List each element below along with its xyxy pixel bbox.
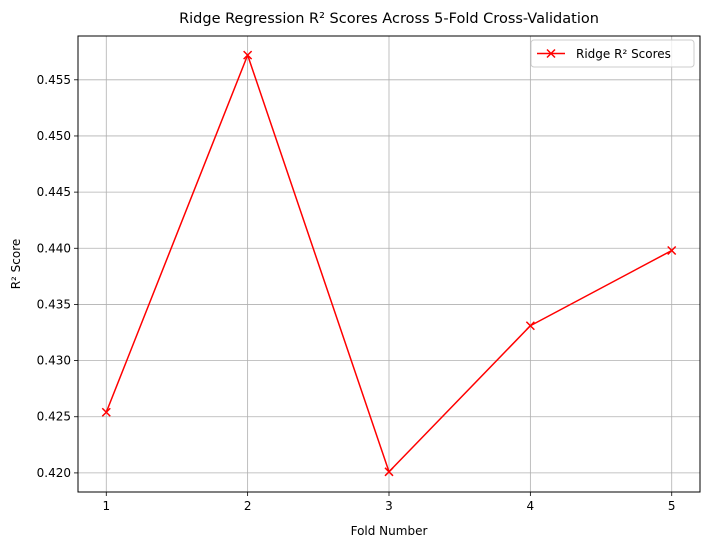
x-tick-label: 1	[102, 499, 110, 513]
x-tick-label: 4	[527, 499, 535, 513]
y-tick-label: 0.450	[37, 129, 71, 143]
y-tick-label: 0.425	[37, 410, 71, 424]
grid-layer	[78, 36, 700, 492]
y-tick-label: 0.440	[37, 241, 71, 255]
x-axis-label: Fold Number	[351, 524, 428, 538]
series-layer	[101, 50, 677, 477]
data-point-marker	[243, 50, 253, 60]
legend-box	[530, 39, 695, 68]
y-axis-ticks: 0.420 0.425 0.430 0.435 0.440 0.445 0.450 0.455	[37, 73, 78, 480]
y-tick-label: 0.455	[37, 73, 71, 87]
x-axis-ticks: 1 2 3 4 5	[102, 492, 676, 513]
y-tick-label: 0.430	[37, 354, 71, 368]
x-tick-label: 5	[668, 499, 676, 513]
data-point-marker	[101, 407, 111, 417]
y-tick-label: 0.435	[37, 297, 71, 311]
data-point-marker	[667, 245, 677, 256]
data-point-marker	[525, 321, 535, 331]
y-axis-label: R² Score	[9, 239, 23, 290]
legend-label: Ridge R² Scores	[576, 47, 671, 61]
data-point-marker	[384, 467, 394, 477]
x-tick-label: 3	[385, 499, 393, 513]
y-tick-label: 0.420	[37, 466, 71, 480]
legend-marker	[546, 48, 556, 59]
legend: Ridge R² Scores	[530, 39, 695, 68]
y-tick-label: 0.445	[37, 185, 71, 199]
x-tick-label: 2	[244, 499, 252, 513]
chart-title: Ridge Regression R² Scores Across 5-Fold…	[179, 11, 599, 27]
